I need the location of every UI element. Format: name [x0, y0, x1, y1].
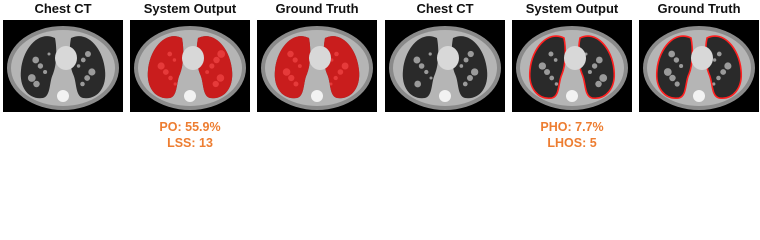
lesion — [720, 69, 727, 75]
lesion — [673, 57, 680, 63]
spine — [57, 90, 69, 102]
lung — [451, 36, 488, 99]
spine — [439, 90, 451, 102]
image-title: Chest CT — [416, 1, 473, 16]
heart — [691, 46, 713, 70]
lesion — [33, 80, 40, 88]
lesion — [599, 74, 608, 82]
spine — [566, 90, 578, 102]
lesion — [463, 57, 469, 63]
lesion — [669, 74, 676, 82]
segmentation-fill — [147, 36, 184, 99]
lesion — [679, 63, 684, 69]
lesion — [595, 80, 602, 88]
lesion — [554, 82, 559, 86]
lesion — [553, 58, 558, 62]
spine — [311, 90, 323, 102]
lesion — [47, 52, 51, 56]
lesion — [595, 56, 603, 64]
metric: LHOS: 5 — [547, 136, 596, 150]
metric: PHO: 7.7% — [540, 120, 603, 134]
lesion — [428, 52, 432, 56]
lesion — [467, 50, 474, 58]
spine — [693, 90, 705, 102]
image-title: Chest CT — [34, 1, 91, 16]
segmentation-outline — [655, 35, 694, 99]
lesion — [80, 81, 85, 87]
lesion — [470, 68, 479, 76]
lesion — [43, 69, 48, 75]
lesion — [88, 68, 96, 76]
spine — [184, 90, 196, 102]
lesion — [549, 75, 555, 81]
lesion — [716, 75, 721, 81]
lesion — [587, 69, 592, 75]
lesion — [429, 76, 433, 80]
lesion — [414, 80, 422, 88]
heart — [437, 46, 459, 70]
lesion — [80, 57, 86, 63]
lesion — [76, 64, 81, 68]
heart — [55, 46, 77, 70]
figure: Chest CT System Output Ground Truth PO: 55.… — [3, 1, 759, 150]
lesion — [544, 68, 551, 76]
image-title: Ground Truth — [275, 1, 358, 16]
lesion — [462, 81, 468, 87]
image-title: System Output — [144, 1, 237, 16]
segmentation-fill — [196, 36, 233, 99]
lesion — [424, 69, 429, 75]
lesion — [674, 81, 680, 87]
lesion — [27, 74, 36, 82]
lesion — [466, 74, 473, 82]
heart — [564, 46, 586, 70]
lesion — [663, 68, 672, 76]
metric: LSS: 13 — [167, 136, 213, 150]
metric: PO: 55.9% — [159, 120, 220, 134]
segmentation-fill — [274, 36, 311, 99]
lesion — [84, 75, 91, 81]
lesion — [548, 51, 554, 57]
lesion — [716, 51, 722, 57]
lesion — [538, 62, 547, 70]
lesion — [459, 64, 464, 68]
lesion — [418, 63, 425, 69]
lesion — [668, 50, 676, 58]
lesion — [32, 56, 40, 64]
lesion — [591, 63, 598, 69]
lesion — [724, 62, 732, 70]
segmentation-fill — [323, 36, 360, 99]
heart — [182, 46, 204, 70]
image-title: Ground Truth — [657, 1, 740, 16]
heart — [309, 46, 331, 70]
segmentation-outline — [528, 35, 567, 99]
lesion — [712, 82, 716, 86]
image-title: System Output — [526, 1, 619, 16]
lung — [656, 36, 693, 99]
lesion — [712, 58, 717, 62]
lesion — [413, 56, 421, 64]
panel: Chest CT System Output Ground Truth PHO: 7.… — [385, 1, 759, 150]
lesion — [84, 50, 91, 58]
lung — [69, 36, 106, 99]
lesion — [37, 63, 44, 69]
panel: Chest CT System Output Ground Truth PO: 55.… — [3, 1, 377, 150]
